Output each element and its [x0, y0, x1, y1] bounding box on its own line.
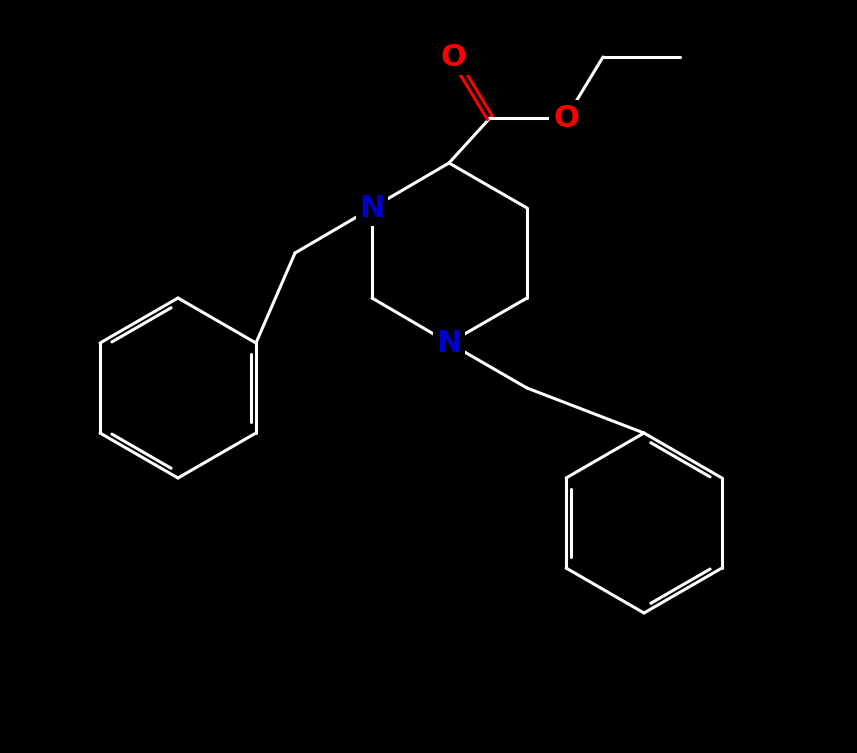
Text: O: O [440, 42, 466, 72]
Text: O: O [553, 103, 579, 133]
Text: N: N [436, 328, 462, 358]
Text: N: N [359, 194, 385, 222]
